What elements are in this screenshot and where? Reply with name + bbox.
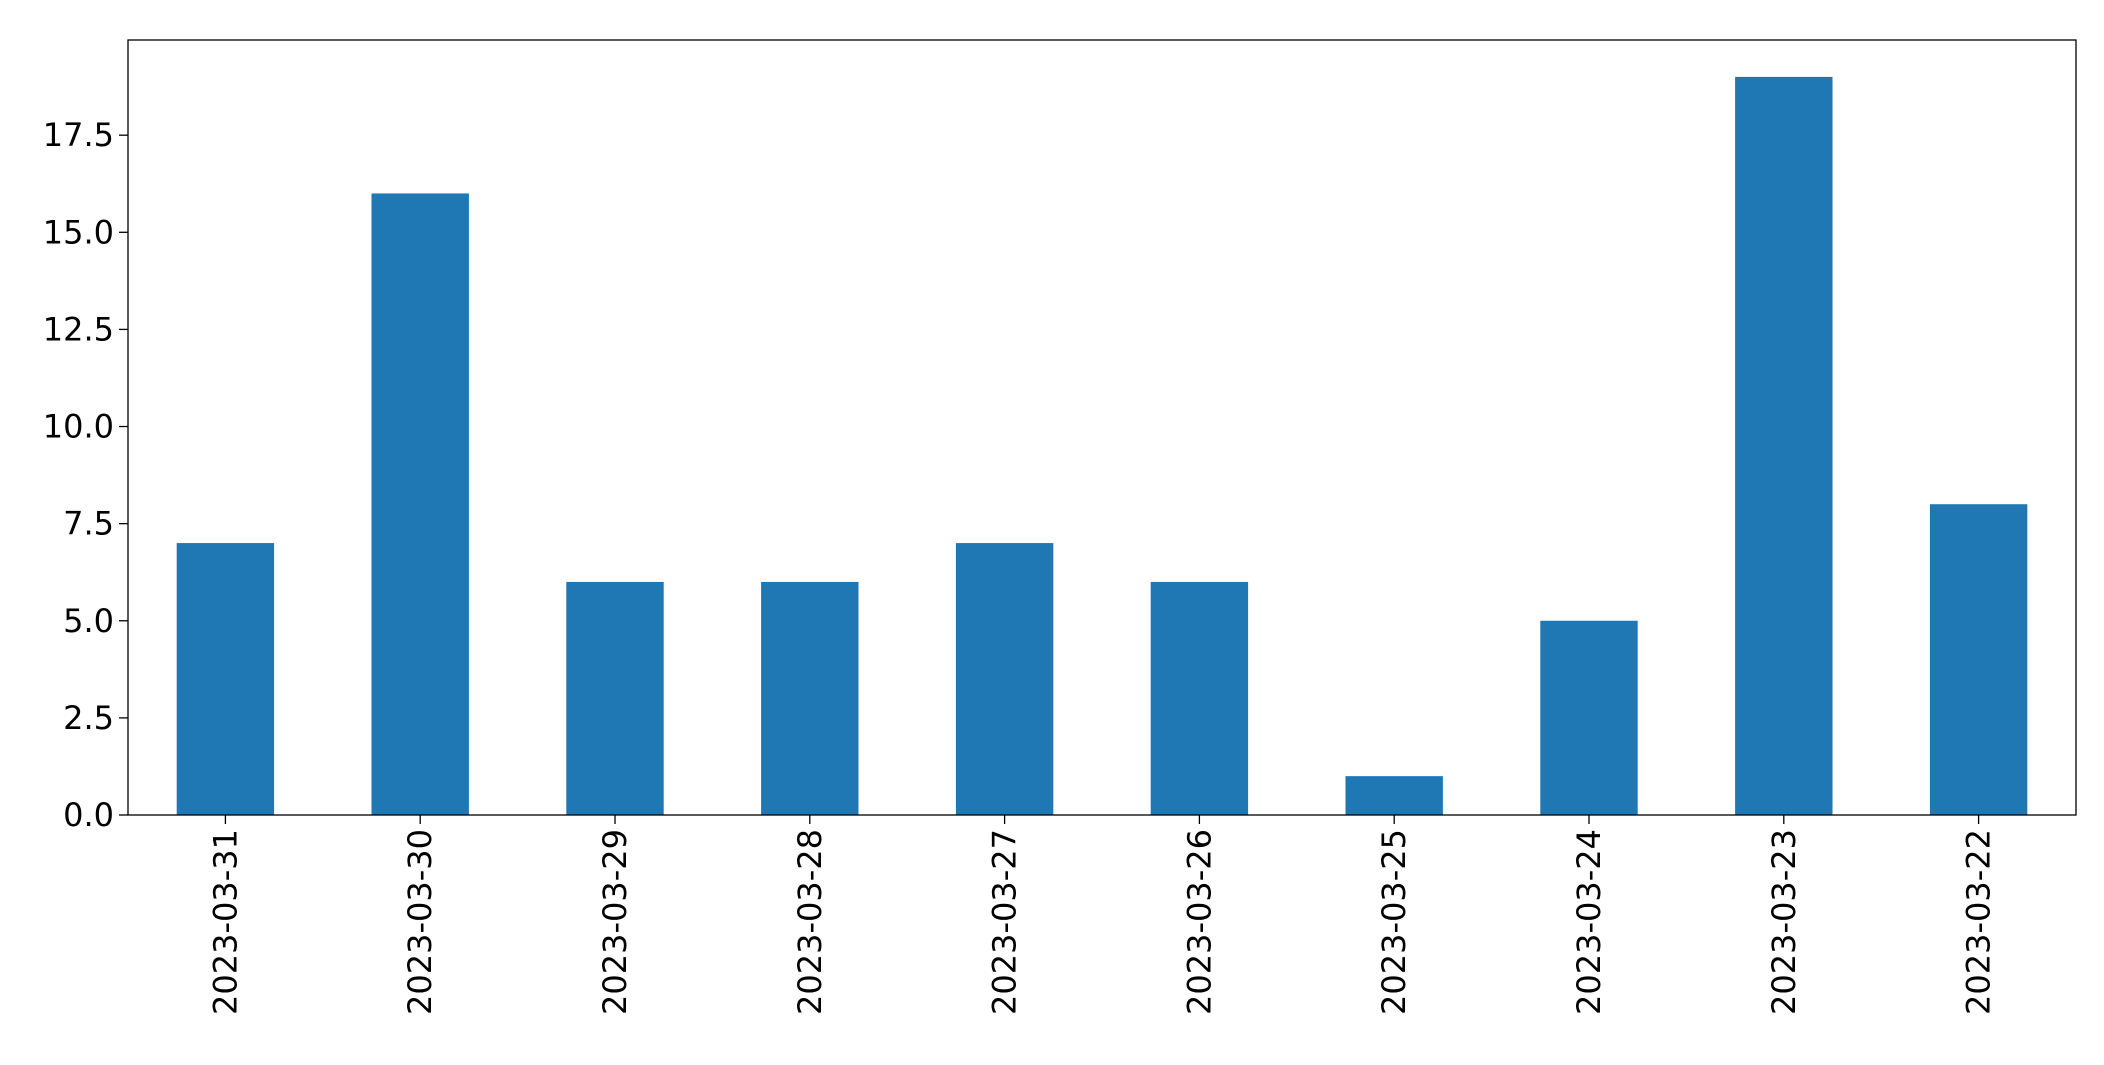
x-tick-label: 2023-03-27 <box>986 829 1024 1015</box>
x-tick-label: 2023-03-26 <box>1180 829 1218 1015</box>
y-tick-label: 7.5 <box>63 505 114 543</box>
bar-2023-03-31 <box>176 543 275 815</box>
x-tick-label: 2023-03-30 <box>401 829 439 1015</box>
x-tick-label: 2023-03-31 <box>206 829 244 1015</box>
plot-frame <box>127 39 2077 816</box>
x-tick-label: 2023-03-25 <box>1375 829 1413 1015</box>
bar-2023-03-22 <box>1929 504 2028 815</box>
bar-2023-03-30 <box>371 193 469 815</box>
bars-layer <box>176 76 2028 815</box>
x-tick-label: 2023-03-28 <box>791 829 829 1015</box>
y-tick-label: 2.5 <box>63 699 114 737</box>
bar-2023-03-26 <box>1150 581 1249 815</box>
y-tick-label: 17.5 <box>43 116 114 154</box>
bar-2023-03-29 <box>566 581 664 815</box>
y-tick-label: 5.0 <box>63 602 114 640</box>
bar-2023-03-25 <box>1345 776 1443 815</box>
y-tick-label: 10.0 <box>43 408 114 446</box>
x-tick-label: 2023-03-22 <box>1960 829 1998 1015</box>
x-tick-label: 2023-03-24 <box>1570 829 1608 1015</box>
y-tick-label: 15.0 <box>43 213 114 251</box>
bar-2023-03-24 <box>1540 620 1638 815</box>
x-tick-label: 2023-03-29 <box>596 829 634 1015</box>
bar-2023-03-23 <box>1735 76 1833 815</box>
y-tick-label: 12.5 <box>43 310 114 348</box>
axes-layer <box>127 39 2077 816</box>
ticks-layer: 0.0 2.5 5.0 7.5 10.0 12.5 15.0 17.5 2023-03-31 20… <box>43 116 1998 1015</box>
y-tick-label: 0.0 <box>63 796 114 834</box>
bar-2023-03-27 <box>955 543 1054 815</box>
x-tick-label: 2023-03-23 <box>1765 829 1803 1015</box>
bar-2023-03-28 <box>761 581 859 815</box>
